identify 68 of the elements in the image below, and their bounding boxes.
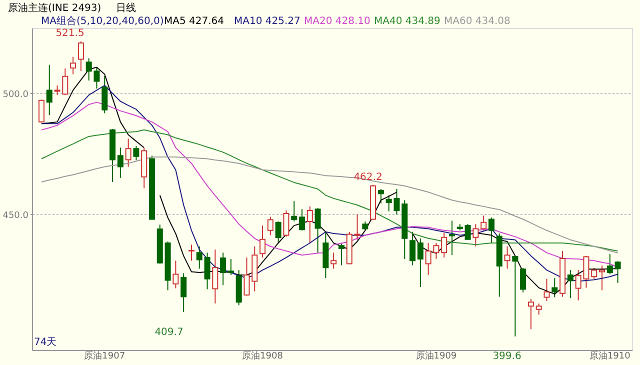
candlestick [591, 267, 598, 280]
candlestick [260, 225, 266, 258]
chart-subtitle: 日线 [116, 2, 136, 14]
candlestick [299, 208, 305, 231]
candlestick [504, 246, 510, 270]
candlestick [464, 224, 471, 240]
candlestick [275, 220, 282, 244]
candlestick [480, 215, 487, 231]
candlestick [338, 242, 344, 266]
candlestick [102, 75, 108, 114]
candlestick [544, 278, 550, 302]
candlestick [512, 255, 518, 337]
text: MA5 427.64 [164, 16, 224, 27]
candlestick [449, 220, 455, 256]
candlestick [70, 56, 76, 75]
candlestick [306, 206, 313, 244]
candlestick [125, 138, 132, 168]
candlestick [188, 244, 194, 262]
x-tick-label: 原油1907 [84, 350, 126, 362]
candlestick [204, 252, 210, 290]
candlestick [606, 254, 613, 275]
candlestick [291, 200, 298, 222]
text: MA20 428.10 [304, 16, 370, 27]
candlestick [133, 145, 140, 161]
candlestick [38, 99, 44, 124]
candlestick [117, 147, 124, 178]
candlestick [528, 298, 534, 330]
candlestick [330, 252, 337, 270]
text: MA10 425.27 [234, 16, 300, 27]
y-tick-label: 450.0 [2, 210, 29, 221]
candlestick [441, 232, 448, 258]
candlestick [220, 252, 226, 286]
candlestick [283, 210, 290, 238]
candlestick [212, 249, 218, 304]
text: 399.6 [492, 351, 522, 362]
candlestick [410, 231, 416, 266]
candlestick [614, 260, 621, 284]
candlestick [267, 216, 274, 236]
candlestick [520, 267, 526, 293]
candlestick [567, 270, 574, 299]
candlestick [472, 224, 479, 247]
candlestick [228, 258, 234, 276]
candlestick [417, 238, 424, 288]
candlestick [552, 278, 558, 298]
line-series [40, 156, 618, 254]
candlestick [180, 272, 187, 312]
annotation: 462.2 [354, 172, 382, 183]
text: MA组合(5,10,20,40,60,0) [41, 15, 164, 27]
candlestick [46, 64, 52, 116]
x-tick-label: 原油1909 [416, 350, 457, 362]
candlestick [488, 217, 494, 244]
x-tick-label: 原油1908 [242, 350, 284, 362]
annotation: 74天 [34, 337, 57, 348]
candlestick [599, 265, 605, 291]
candlestick [172, 260, 179, 289]
annotation: 409.7 [154, 327, 184, 338]
candlestick [378, 188, 384, 204]
candlestick [244, 257, 250, 296]
x-tick-label: 原油1910 [589, 350, 631, 362]
text: MA60 434.08 [444, 16, 510, 27]
annotation: 521.5 [56, 28, 84, 39]
chart-title: 原油主连(INE 2493) [8, 2, 102, 14]
y-tick-label: 500.0 [2, 90, 29, 100]
candlestick [196, 246, 202, 270]
candlestick [78, 40, 84, 72]
candlestick [536, 303, 542, 316]
text: MA40 434.89 [374, 16, 440, 27]
candlestick [314, 208, 321, 254]
